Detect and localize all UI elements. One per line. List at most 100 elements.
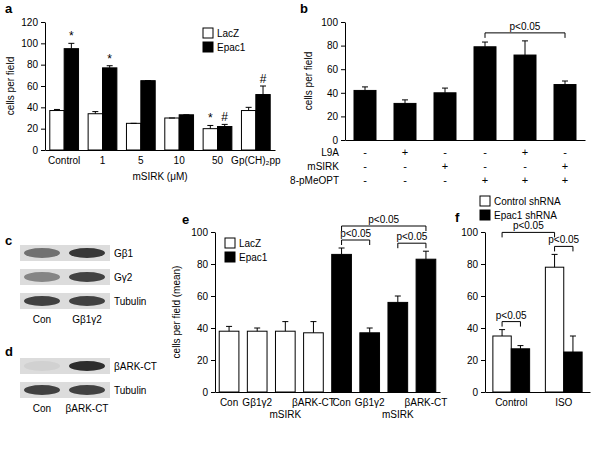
y-tick: 100: [461, 227, 485, 238]
legend: Control shRNAEpac1 shRNA: [480, 196, 561, 221]
y-tick-mark: [481, 328, 485, 329]
error-bar: [92, 112, 98, 114]
blot-band: [24, 296, 60, 306]
error-bar: [169, 118, 175, 119]
x-axis-line: [346, 140, 586, 141]
x-tick-label: mSIRK: [382, 409, 414, 420]
bar: [203, 129, 217, 150]
bar: [332, 254, 352, 392]
y-tick-label: 120: [21, 17, 38, 28]
x-tick-label: 5: [138, 155, 144, 166]
y-tick-mark: [341, 22, 345, 23]
significance-bracket: [342, 226, 426, 231]
x-tick: Gβ1γ2: [355, 392, 385, 408]
y-tick-label: 0: [332, 135, 338, 146]
blot-lane-label: βARK-CT: [66, 403, 109, 414]
condition-sign: -: [523, 160, 527, 172]
blot-row-label: Gβ1: [114, 248, 134, 259]
y-tick: 120: [21, 17, 45, 28]
x-axis: ControlISO: [486, 392, 591, 408]
plot: 020406080100L9A-+--+-mSIRK--+--+8-pMeOPT…: [290, 17, 585, 186]
error-stem: [565, 81, 566, 85]
condition-sign: -: [363, 174, 367, 186]
significance-label: p<0.05: [513, 220, 544, 231]
bars: [50, 43, 270, 150]
y-tick-label: 20: [27, 123, 39, 134]
y-tick-label: 80: [27, 59, 39, 70]
y-tick-mark: [41, 107, 45, 108]
y-tick: 100: [191, 227, 215, 238]
y-tick: 100: [321, 17, 345, 28]
x-axis: Control151050Gp(CH)₂pp: [46, 150, 281, 166]
y-axis-line: [215, 233, 216, 393]
bar: [50, 111, 64, 150]
error-bar: [362, 87, 368, 91]
x-tick-label: Con: [220, 397, 238, 408]
error-bar: [226, 326, 232, 331]
error-cap: [183, 114, 189, 115]
significance-bracket: [342, 240, 370, 245]
blot-band: [69, 296, 105, 306]
error-bar: [310, 322, 316, 333]
significance-bracket: [555, 246, 573, 251]
y-tick: 0: [202, 387, 215, 398]
x-axis: [346, 140, 586, 142]
x-tick: Gβ1γ2: [242, 392, 272, 408]
bar: [247, 331, 267, 392]
y-tick: 20: [27, 123, 45, 134]
x-tick-label: 10: [174, 155, 186, 166]
condition-sign: -: [483, 160, 487, 172]
blot: Gβ1Gγ2TubulinConGβ1γ2: [20, 245, 146, 325]
y-tick: 80: [327, 40, 345, 51]
bar: [394, 103, 416, 140]
bar: [218, 127, 232, 150]
error-stem: [341, 248, 342, 254]
y-tick: 40: [27, 102, 45, 113]
y-tick-mark: [481, 232, 485, 233]
x-tick: βARK-CT: [292, 392, 335, 408]
y-tick-label: 100: [191, 227, 208, 238]
blot-band: [69, 361, 105, 371]
legend-swatch: [203, 28, 213, 38]
error-cap: [402, 99, 408, 100]
y-tick: 40: [327, 88, 345, 99]
bar: [474, 47, 496, 140]
x-tick: βARK-CT: [404, 392, 447, 408]
error-stem: [445, 88, 446, 93]
significance-bracket: [398, 243, 426, 248]
panel-letter: e: [182, 212, 189, 227]
error-bar: [107, 66, 113, 68]
blot-band: [69, 248, 105, 258]
condition-sign: +: [562, 160, 568, 172]
bar: [179, 115, 193, 150]
error-bar: [570, 336, 576, 352]
blot-band: [24, 385, 60, 395]
error-cap: [310, 321, 316, 322]
y-tick-label: 60: [27, 81, 39, 92]
error-bar: [482, 42, 488, 47]
annotation: #: [221, 110, 228, 124]
x-tick-label: ISO: [555, 397, 572, 408]
y-axis: 020406080100: [461, 227, 485, 398]
legend-swatch: [225, 238, 235, 248]
blot-band: [24, 361, 60, 371]
plot: 020406080100ConGβ1γ2mSIRKβARK-CTConGβ1γ2…: [191, 214, 447, 420]
y-axis-title: cells per field: [303, 52, 314, 110]
condition-sign: +: [522, 146, 528, 158]
y-tick-mark: [341, 69, 345, 70]
blot-strip: [20, 358, 110, 374]
error-stem: [263, 86, 264, 95]
y-tick: 80: [27, 59, 45, 70]
error-bar: [339, 248, 345, 254]
y-tick: 60: [327, 64, 345, 75]
y-tick-mark: [41, 43, 45, 44]
condition-sign: -: [443, 146, 447, 158]
x-axis: ConGβ1γ2mSIRKβARK-CTConGβ1γ2mSIRKβARK-CT: [216, 392, 448, 420]
condition-label: mSIRK: [307, 161, 339, 172]
bar: [88, 114, 102, 150]
error-cap: [395, 296, 401, 297]
y-tick: 60: [467, 291, 485, 302]
y-tick: 60: [197, 291, 215, 302]
bar: [165, 118, 179, 150]
error-bar: [423, 251, 429, 259]
